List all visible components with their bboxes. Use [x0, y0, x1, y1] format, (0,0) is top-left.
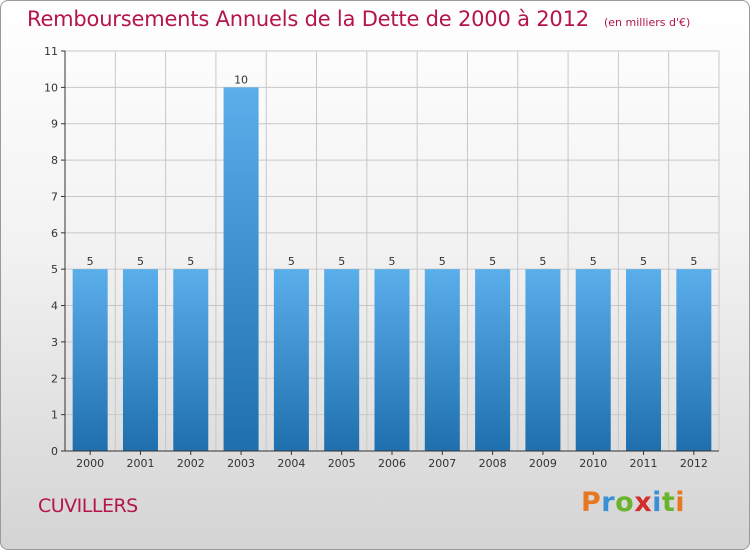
x-tick-label: 2008 — [479, 457, 507, 470]
logo-letter: P — [581, 487, 602, 518]
bar — [374, 269, 410, 451]
x-tick-label: 2011 — [630, 457, 658, 470]
bar — [324, 269, 360, 451]
bar-value-label: 5 — [439, 255, 446, 268]
bar-value-label: 5 — [640, 255, 647, 268]
bar-value-label: 5 — [590, 255, 597, 268]
bar — [173, 269, 209, 451]
y-tick-label: 10 — [44, 81, 58, 94]
bar — [525, 269, 561, 451]
x-tick-label: 2006 — [378, 457, 406, 470]
logo-letter: o — [615, 487, 635, 518]
proxiti-logo: Proxiti — [581, 487, 685, 518]
y-tick-label: 6 — [51, 227, 58, 240]
labels: 0 1 2 3 4 5 6 7 8 9 10 11 5 2000 5 2001 5 2002 10 2003 5 2004… — [44, 45, 708, 470]
bar-value-label: 5 — [389, 255, 396, 268]
bar-value-label: 5 — [690, 255, 697, 268]
chart-header: Remboursements Annuels de la Dette de 20… — [27, 7, 690, 31]
logo-letter: i — [675, 487, 686, 518]
y-tick-label: 7 — [51, 190, 58, 203]
x-tick-label: 2010 — [579, 457, 607, 470]
bar-value-label: 5 — [137, 255, 144, 268]
x-tick-label: 2005 — [328, 457, 356, 470]
bar-value-label: 10 — [234, 73, 248, 86]
bar — [424, 269, 460, 451]
y-tick-label: 0 — [51, 445, 58, 458]
bar — [575, 269, 611, 451]
bar — [273, 269, 309, 451]
commune-name: CUVILLERS — [38, 495, 138, 517]
x-tick-label: 2012 — [680, 457, 708, 470]
logo-letter: t — [661, 487, 676, 518]
bar — [72, 269, 108, 451]
y-tick-label: 11 — [44, 45, 58, 58]
bar-value-label: 5 — [489, 255, 496, 268]
bar-value-label: 5 — [539, 255, 546, 268]
logo-letter: r — [601, 487, 616, 518]
bar-value-label: 5 — [338, 255, 345, 268]
logo-letter: x — [634, 487, 653, 518]
x-tick-label: 2003 — [227, 457, 255, 470]
y-tick-label: 2 — [51, 372, 58, 385]
y-tick-label: 4 — [51, 300, 58, 313]
x-tick-label: 2002 — [177, 457, 205, 470]
y-tick-label: 1 — [51, 409, 58, 422]
chart-subtitle: (en milliers d'€) — [604, 16, 691, 29]
bar — [122, 269, 158, 451]
bars — [72, 87, 712, 451]
bar — [475, 269, 511, 451]
y-tick-label: 3 — [51, 336, 58, 349]
x-tick-label: 2007 — [428, 457, 456, 470]
bar-value-label: 5 — [87, 255, 94, 268]
axes — [61, 50, 719, 455]
y-tick-label: 8 — [51, 154, 58, 167]
x-tick-label: 2009 — [529, 457, 557, 470]
bar — [223, 87, 259, 451]
bar-value-label: 5 — [187, 255, 194, 268]
bar-value-label: 5 — [288, 255, 295, 268]
y-tick-label: 9 — [51, 118, 58, 131]
x-tick-label: 2001 — [126, 457, 154, 470]
logo-letter: i — [652, 487, 662, 518]
y-tick-label: 5 — [51, 263, 58, 276]
x-tick-label: 2000 — [76, 457, 104, 470]
x-tick-label: 2004 — [277, 457, 305, 470]
chart-title: Remboursements Annuels de la Dette de 20… — [27, 7, 589, 31]
bar — [676, 269, 712, 451]
bar — [626, 269, 662, 451]
